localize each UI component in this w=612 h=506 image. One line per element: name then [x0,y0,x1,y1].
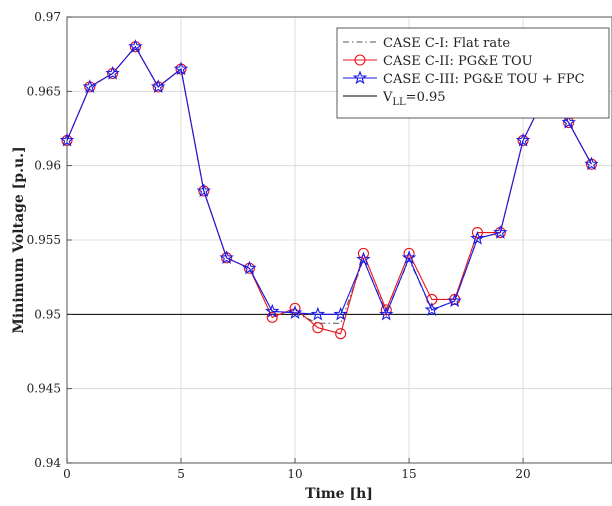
data-point [447,293,462,308]
x-tick-label: 20 [515,467,530,481]
data-point [196,183,212,198]
legend-label: CASE C-II: PG&E TOU [383,54,533,69]
data-point [287,305,303,319]
legend-box [336,27,610,119]
legend-marker [352,70,368,85]
data-point [584,156,599,171]
data-point [173,61,189,76]
data-point [493,224,508,239]
data-point [242,260,257,275]
series-group [59,39,599,340]
y-tick-label: 0.96 [34,159,61,173]
x-tick-label: 15 [401,467,416,481]
data-point [151,79,166,94]
legend-label: CASE C-I: Flat rate [383,36,510,51]
data-point [470,230,485,245]
data-point [424,302,440,317]
data-point [515,132,531,147]
ticks: 0 5 10 15 20 0.94 0.945 0.95 0.955 0.96 0.965 0.97 [27,10,531,481]
legend-label: VLL=0.95 [382,90,446,108]
x-tick-label: 5 [177,467,185,481]
y-tick-label: 0.945 [27,382,61,396]
data-point [266,311,278,323]
y-tick-label: 0.94 [34,456,61,470]
legend: CASE C-I: Flat rate CASE C-II: PG&E TOU CA… [336,27,610,119]
y-tick-label: 0.955 [27,233,61,247]
data-point [312,322,324,334]
x-tick-label: 10 [287,467,302,481]
data-point [310,306,326,321]
legend-label: CASE C-III: PG&E TOU + FPC [383,72,585,87]
data-point [128,39,143,53]
legend-label-main: V [382,90,393,105]
data-point [335,328,347,340]
data-point [356,251,371,266]
legend-marker [354,54,366,66]
legend-label-value: =0.95 [406,90,446,105]
y-tick-label: 0.97 [34,10,61,24]
y-tick-label: 0.965 [27,84,61,98]
data-point [105,65,120,80]
data-point [401,250,417,264]
data-point [219,250,234,264]
series-line [66,45,592,316]
data-point [82,79,98,94]
data-point [333,306,348,321]
y-tick-label: 0.95 [34,307,61,321]
data-point [265,303,280,318]
y-axis-label: Minimum Voltage [p.u.] [11,146,27,333]
x-axis-label: Time [h] [305,486,373,502]
data-point [59,132,75,147]
legend-label-subscript: LL [392,97,406,108]
data-point [561,114,576,129]
x-tick-label: 0 [63,467,71,481]
data-point [471,227,484,239]
data-point [379,306,394,321]
